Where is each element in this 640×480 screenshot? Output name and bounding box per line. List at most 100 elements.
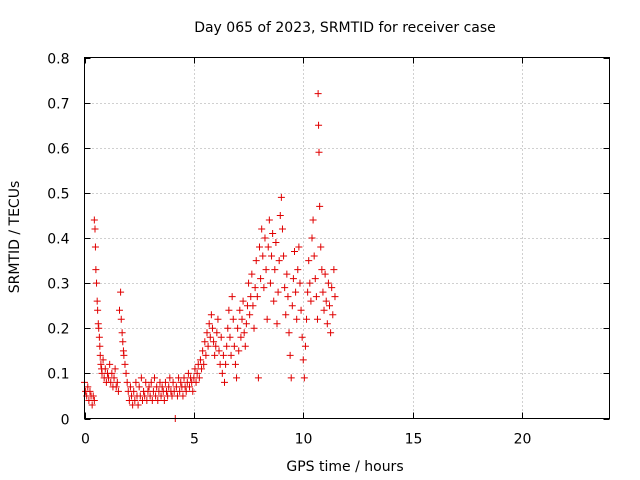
data-point [282, 311, 290, 319]
data-point [268, 252, 276, 260]
data-point [157, 392, 165, 400]
data-point [271, 266, 279, 274]
data-point [221, 378, 228, 386]
data-point [196, 356, 204, 364]
data-point [245, 279, 253, 287]
data-point [270, 297, 278, 305]
data-point [131, 396, 139, 404]
y-tick-label: 0.5 [47, 187, 69, 203]
data-point [161, 378, 169, 386]
data-point [276, 211, 284, 219]
data-point [212, 342, 220, 350]
data-point [287, 374, 295, 382]
data-point [238, 315, 246, 323]
data-point [219, 351, 227, 359]
data-point [160, 396, 168, 404]
data-point [184, 369, 192, 377]
data-point [94, 306, 102, 314]
data-point [301, 342, 309, 350]
data-point [314, 90, 322, 98]
data-point [229, 315, 237, 323]
data-point [318, 266, 326, 274]
data-point [96, 342, 104, 350]
data-point [165, 383, 173, 391]
data-point [130, 387, 138, 395]
data-point [304, 288, 312, 296]
data-point [246, 311, 254, 319]
data-point [177, 378, 185, 386]
data-point [247, 293, 255, 301]
data-point [253, 293, 261, 301]
data-point [189, 387, 197, 395]
data-point [118, 329, 126, 337]
data-point [316, 202, 324, 210]
data-point [112, 383, 120, 391]
data-point [222, 360, 230, 368]
data-point [285, 329, 293, 337]
data-point [107, 378, 115, 386]
data-point [322, 297, 330, 305]
data-point [201, 338, 209, 346]
data-point [218, 369, 226, 377]
data-point [195, 374, 203, 382]
data-point [226, 333, 234, 341]
data-point [192, 378, 200, 386]
y-tick-label: 0.3 [47, 277, 69, 293]
data-point [191, 365, 199, 373]
data-point [207, 311, 215, 319]
chart-title: Day 065 of 2023, SRMTID for receiver cas… [194, 20, 496, 36]
data-point [182, 387, 190, 395]
data-point [132, 378, 140, 386]
data-point [320, 306, 328, 314]
y-tick-label: 0.1 [47, 367, 69, 383]
data-point [326, 302, 333, 310]
data-point [126, 383, 134, 391]
data-point [110, 374, 118, 382]
data-point [283, 270, 291, 278]
data-point [256, 243, 263, 251]
data-point [260, 284, 268, 292]
data-point [259, 252, 267, 260]
data-point [293, 315, 301, 323]
y-tick-label: 0.8 [47, 52, 69, 68]
data-point [145, 383, 153, 391]
data-point [251, 284, 259, 292]
data-point [91, 225, 99, 233]
data-point [89, 392, 97, 400]
data-point [113, 378, 121, 386]
data-point [264, 243, 272, 251]
data-point [166, 374, 174, 382]
data-point [324, 279, 332, 287]
data-point [93, 279, 101, 287]
data-point [158, 383, 166, 391]
y-axis-ticks: 0 0.1 0.2 0.3 0.4 0.5 0.6 0.7 0.8 [47, 52, 610, 429]
data-point [321, 270, 329, 278]
y-tick-label: 0.6 [47, 142, 69, 158]
data-point [261, 234, 269, 242]
data-point [151, 374, 158, 382]
data-point [240, 329, 248, 337]
data-point [111, 365, 119, 373]
data-point [180, 374, 188, 382]
data-point [210, 338, 218, 346]
data-point [262, 266, 270, 274]
data-point [88, 401, 96, 409]
data-point [120, 351, 128, 359]
data-point [122, 369, 130, 377]
data-point [289, 275, 297, 283]
data-point [310, 252, 318, 260]
data-point [330, 266, 338, 274]
data-point [137, 374, 145, 382]
y-axis-label: SRMTID / TECUs [7, 181, 23, 294]
data-point [213, 329, 221, 337]
data-point [288, 302, 296, 310]
data-point [297, 306, 305, 314]
data-point [93, 297, 101, 305]
data-point [323, 320, 331, 328]
data-point [123, 378, 131, 386]
data-point [235, 347, 243, 355]
data-point [252, 257, 260, 265]
data-point [117, 288, 125, 296]
data-point [296, 279, 304, 287]
